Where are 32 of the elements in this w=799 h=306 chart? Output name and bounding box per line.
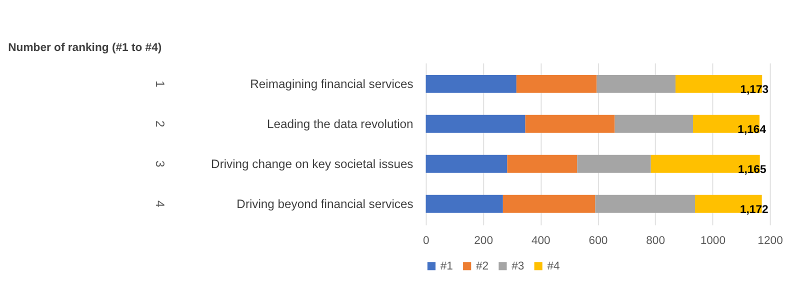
x-tick-label: 800 [646,234,666,247]
x-tick-label: 1000 [700,234,726,247]
bar [577,154,651,173]
y-tick-label: Reimagining financial services [250,76,414,91]
legend-label: #4 [547,260,560,272]
bar [426,154,508,173]
y-tick-label: Leading the data revolution [266,116,414,131]
x-tick-label: 400 [531,234,550,247]
x-tick-label: 600 [588,234,608,247]
bar [507,154,578,173]
bar [596,74,676,93]
bar [595,194,696,213]
x-tick-label: 0 [423,234,430,247]
bar [426,74,516,93]
bar [614,114,694,133]
y-tick-label: Driving change on key societal issues [211,156,414,171]
text: 2 [153,120,168,128]
text: 4 [153,200,168,208]
text: 1 [153,80,168,88]
x-tick-label: 200 [474,234,494,247]
legend-label: #1 [440,260,453,272]
legend-label: #3 [512,260,524,272]
x-tick-label: 1200 [758,234,783,247]
legend-label: #2 [476,260,489,272]
bar [426,194,503,213]
bar [516,74,597,93]
y-tick-label: Driving beyond financial services [236,196,414,211]
bar [502,194,596,213]
bar [525,114,615,133]
text: 3 [153,160,168,168]
bar [426,114,526,133]
text: Number of ranking (#1 to #4) [8,42,162,54]
